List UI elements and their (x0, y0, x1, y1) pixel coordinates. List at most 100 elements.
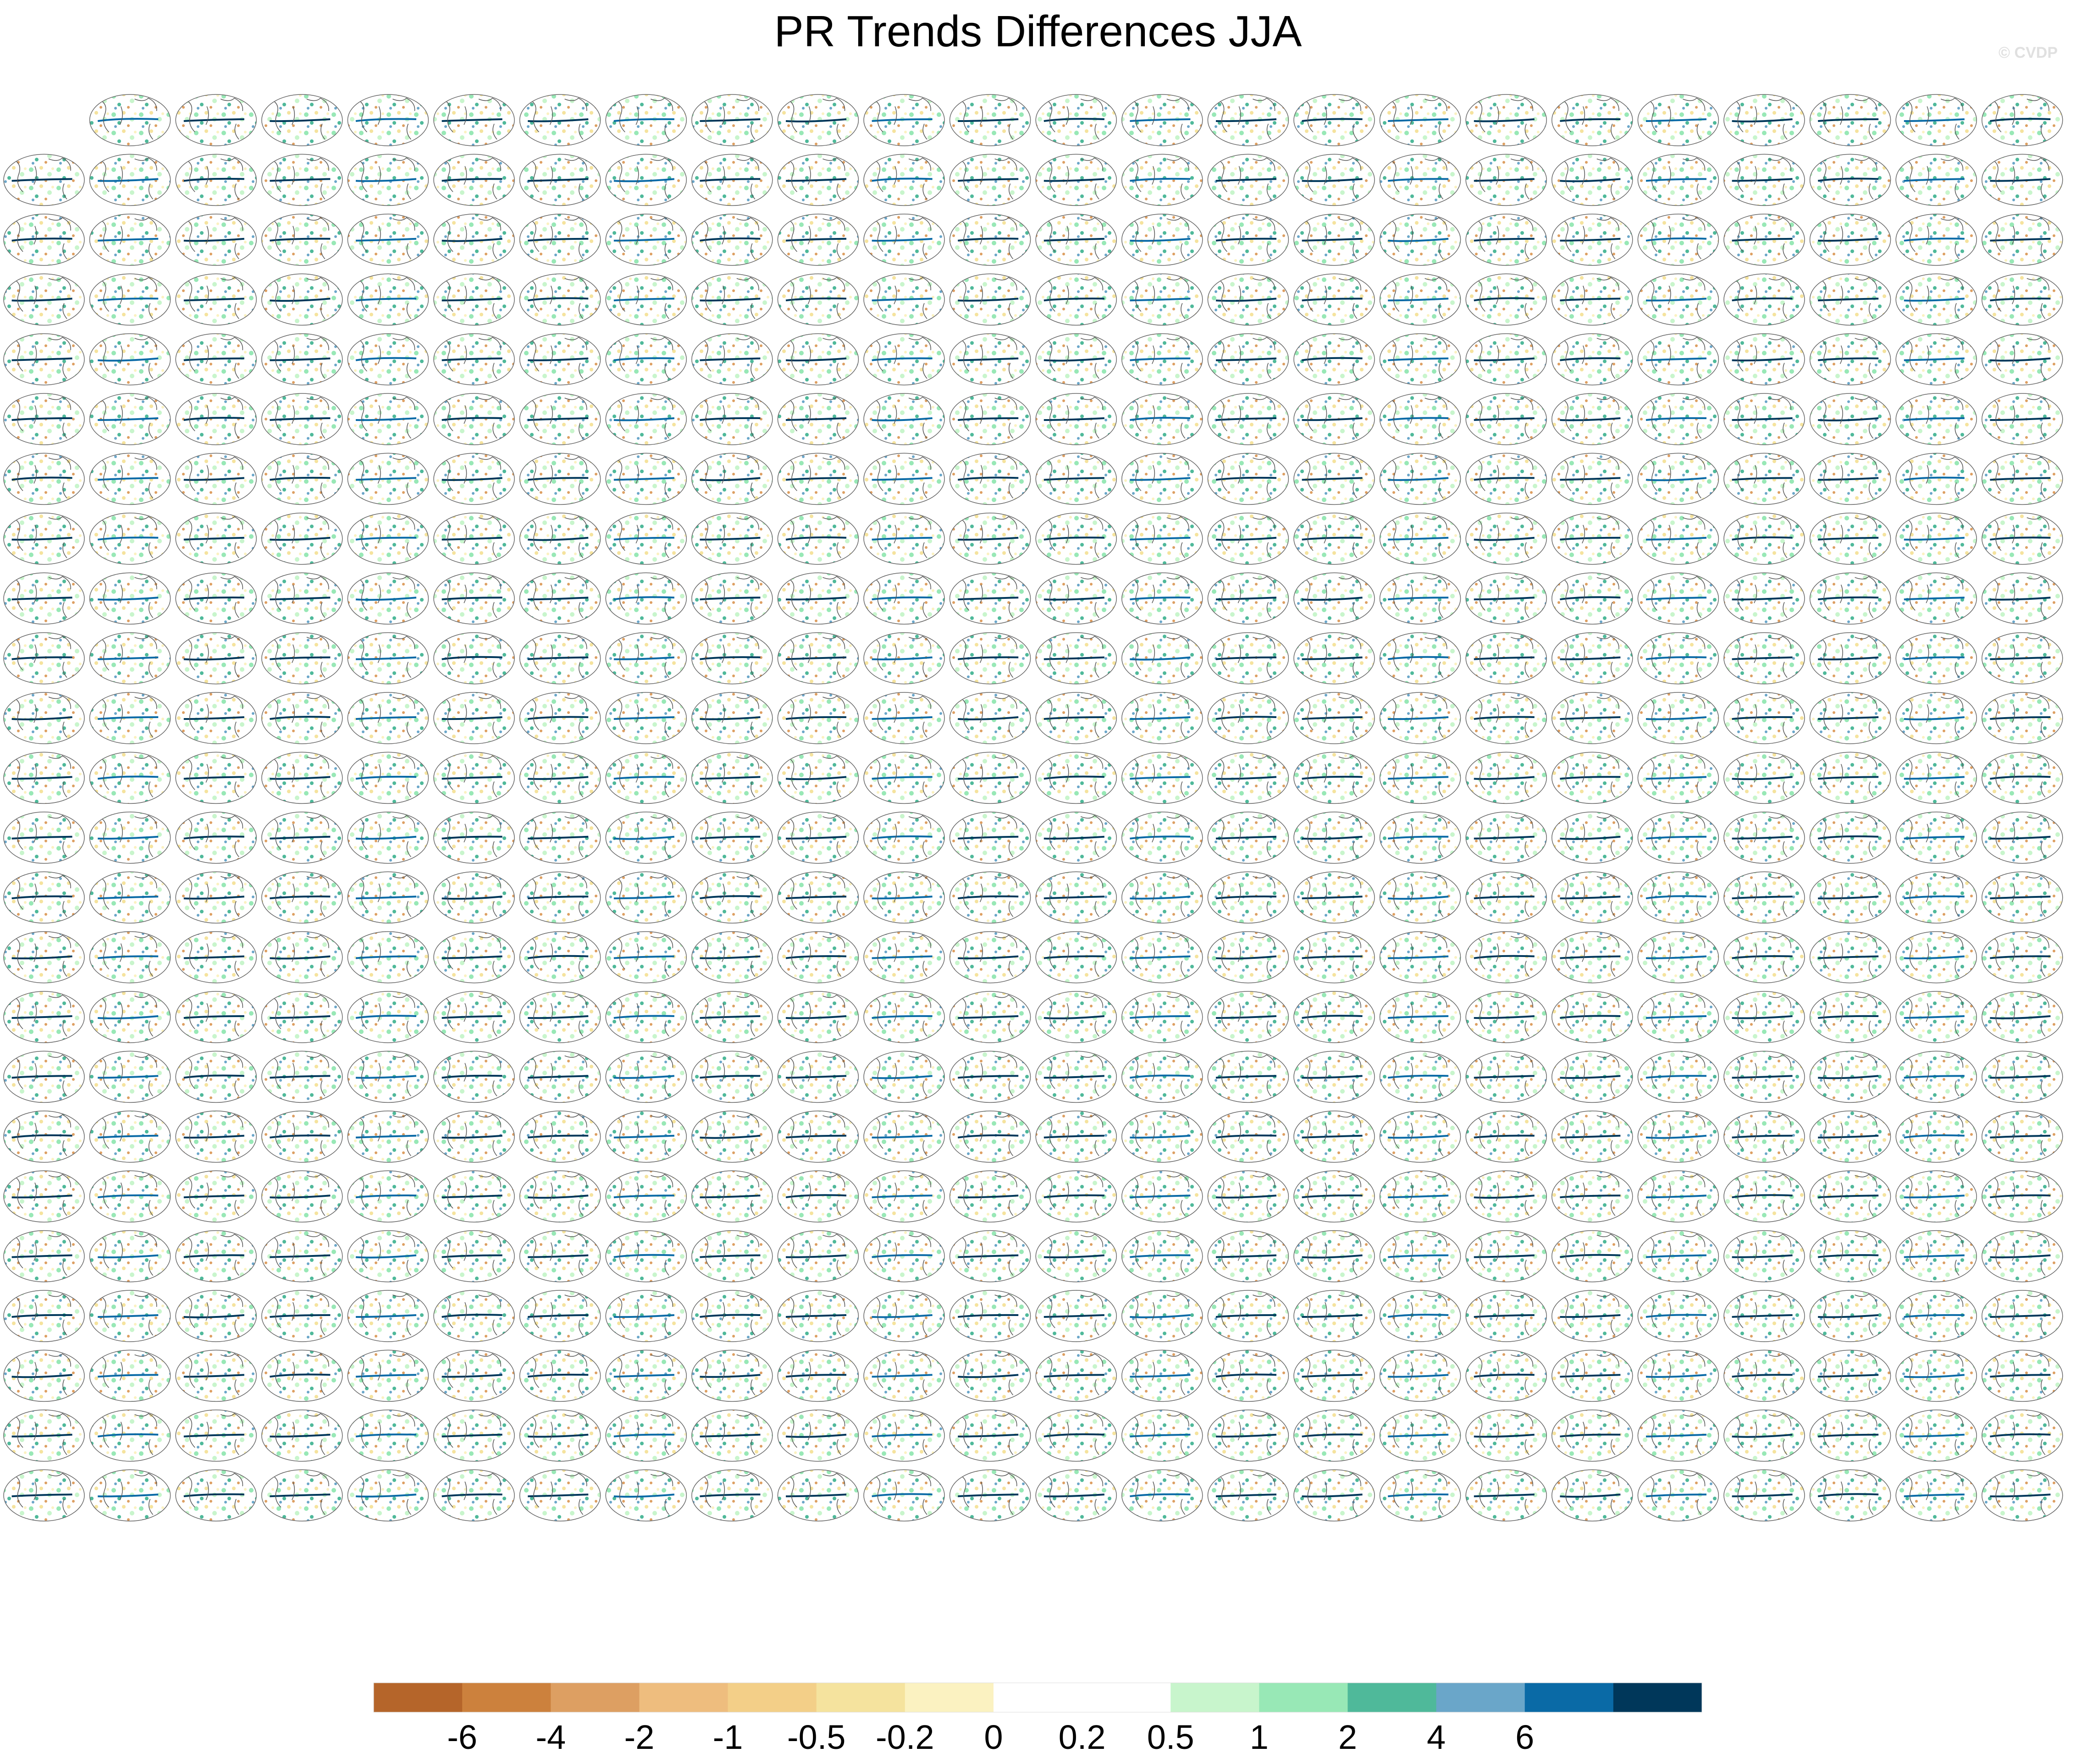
map-panel-band (613, 238, 674, 242)
map-panel-field (1035, 333, 1117, 386)
map-panel-coastline (1220, 1114, 1275, 1156)
map-panel-field (175, 632, 257, 685)
map-panel-band (527, 297, 589, 302)
map-panel-band (1044, 656, 1104, 660)
map-panel-field (691, 1111, 773, 1163)
map-panel-band (1044, 1493, 1104, 1498)
map-panel-band (1388, 1433, 1449, 1438)
map-panel-coastline (1220, 157, 1275, 199)
map-panel (1207, 812, 1289, 864)
map-panel-band (442, 178, 502, 182)
map-panel-band (1560, 238, 1621, 242)
map-panel-coastline (1306, 636, 1361, 678)
map-panel (1637, 1410, 1719, 1462)
map-panel-band (1818, 1194, 1879, 1199)
map-panel (777, 692, 859, 744)
map-panel (261, 273, 343, 326)
map-panel-field (1895, 453, 1977, 505)
map-panel-band (785, 656, 847, 660)
map-panel-field (863, 1051, 945, 1103)
map-panel-band (1130, 1254, 1191, 1258)
map-panel-band (355, 357, 417, 361)
map-panel (1379, 513, 1461, 565)
map-panel (433, 273, 515, 326)
map-panel (1207, 991, 1289, 1043)
map-panel-band (442, 536, 502, 541)
map-panel (949, 333, 1031, 386)
map-panel-coastline (962, 337, 1017, 379)
map-panel-band (1818, 1134, 1879, 1139)
map-panel-coastline (1822, 157, 1877, 199)
map-panel-coastline (1220, 397, 1275, 439)
map-panel (175, 991, 257, 1043)
map-panel (261, 1170, 343, 1222)
map-panel-band (183, 177, 244, 182)
map-panel-band (355, 1015, 417, 1019)
map-panel-coastline (1994, 456, 2049, 498)
map-panel-band (528, 835, 589, 840)
map-panel-coastline (1564, 157, 1619, 199)
map-panel (863, 513, 945, 565)
map-panel-field (1895, 1349, 1977, 1402)
map-panel (1982, 1051, 2063, 1103)
map-panel-band (270, 955, 331, 960)
map-panel (1465, 632, 1547, 685)
map-panel-band (1732, 297, 1793, 302)
map-panel-field (1121, 632, 1203, 685)
map-panel (519, 692, 601, 744)
map-panel-coastline (1306, 935, 1361, 977)
map-panel (175, 572, 257, 625)
map-panel-coastline (360, 576, 415, 618)
map-panel-band (1904, 298, 1965, 302)
map-panel-coastline (446, 696, 501, 738)
map-panel (1982, 752, 2063, 804)
map-panel-coastline (446, 1054, 501, 1096)
map-panel (519, 393, 601, 445)
map-panel-field (1551, 333, 1633, 386)
map-panel-field (347, 333, 429, 386)
map-panel-field (1637, 453, 1719, 505)
map-panel (1465, 154, 1547, 206)
map-panel-band (1302, 1433, 1363, 1438)
map-panel (1723, 931, 1805, 984)
map-panel-coastline (446, 576, 501, 618)
map-panel-field (1465, 1349, 1547, 1402)
map-panel (949, 1170, 1031, 1222)
map-panel-coastline (446, 516, 501, 559)
map-panel-coastline (618, 1353, 674, 1395)
map-panel-band (958, 417, 1019, 421)
map-panel-band (1818, 536, 1879, 541)
map-panel-coastline (1392, 935, 1447, 977)
map-panel (1293, 214, 1375, 266)
map-panel-coastline (1822, 935, 1877, 977)
map-panel-coastline (360, 157, 415, 199)
map-panel-coastline (1134, 1054, 1189, 1096)
map-panel (175, 1230, 257, 1283)
map-panel-band (11, 656, 72, 660)
map-panel-coastline (1306, 1233, 1361, 1276)
map-panel-band (1130, 177, 1191, 182)
map-panel-band (1645, 1314, 1707, 1318)
map-panel-band (1818, 1374, 1879, 1378)
map-panel-band (1560, 1075, 1621, 1079)
map-panel (863, 273, 945, 326)
map-panel-band (872, 776, 933, 780)
map-panel-band (1560, 1374, 1621, 1378)
map-panel-band (785, 1075, 847, 1079)
map-panel (1723, 572, 1805, 625)
map-panel (863, 1051, 945, 1103)
map-panel-coastline (1220, 576, 1275, 618)
map-panel-coastline (704, 576, 759, 618)
map-panel-band (270, 536, 331, 541)
map-panel-band (785, 238, 847, 242)
map-panel-coastline (102, 337, 157, 379)
map-panel (1982, 214, 2063, 266)
map-panel-band (183, 118, 244, 122)
map-panel-coastline (1478, 217, 1534, 260)
map-panel-band (1474, 297, 1535, 302)
map-panel (1551, 1349, 1633, 1402)
map-panel-coastline (1478, 337, 1534, 379)
map-panel-coastline (1392, 516, 1447, 559)
colorbar-swatch (1613, 1683, 1702, 1712)
map-panel-field (691, 453, 773, 505)
